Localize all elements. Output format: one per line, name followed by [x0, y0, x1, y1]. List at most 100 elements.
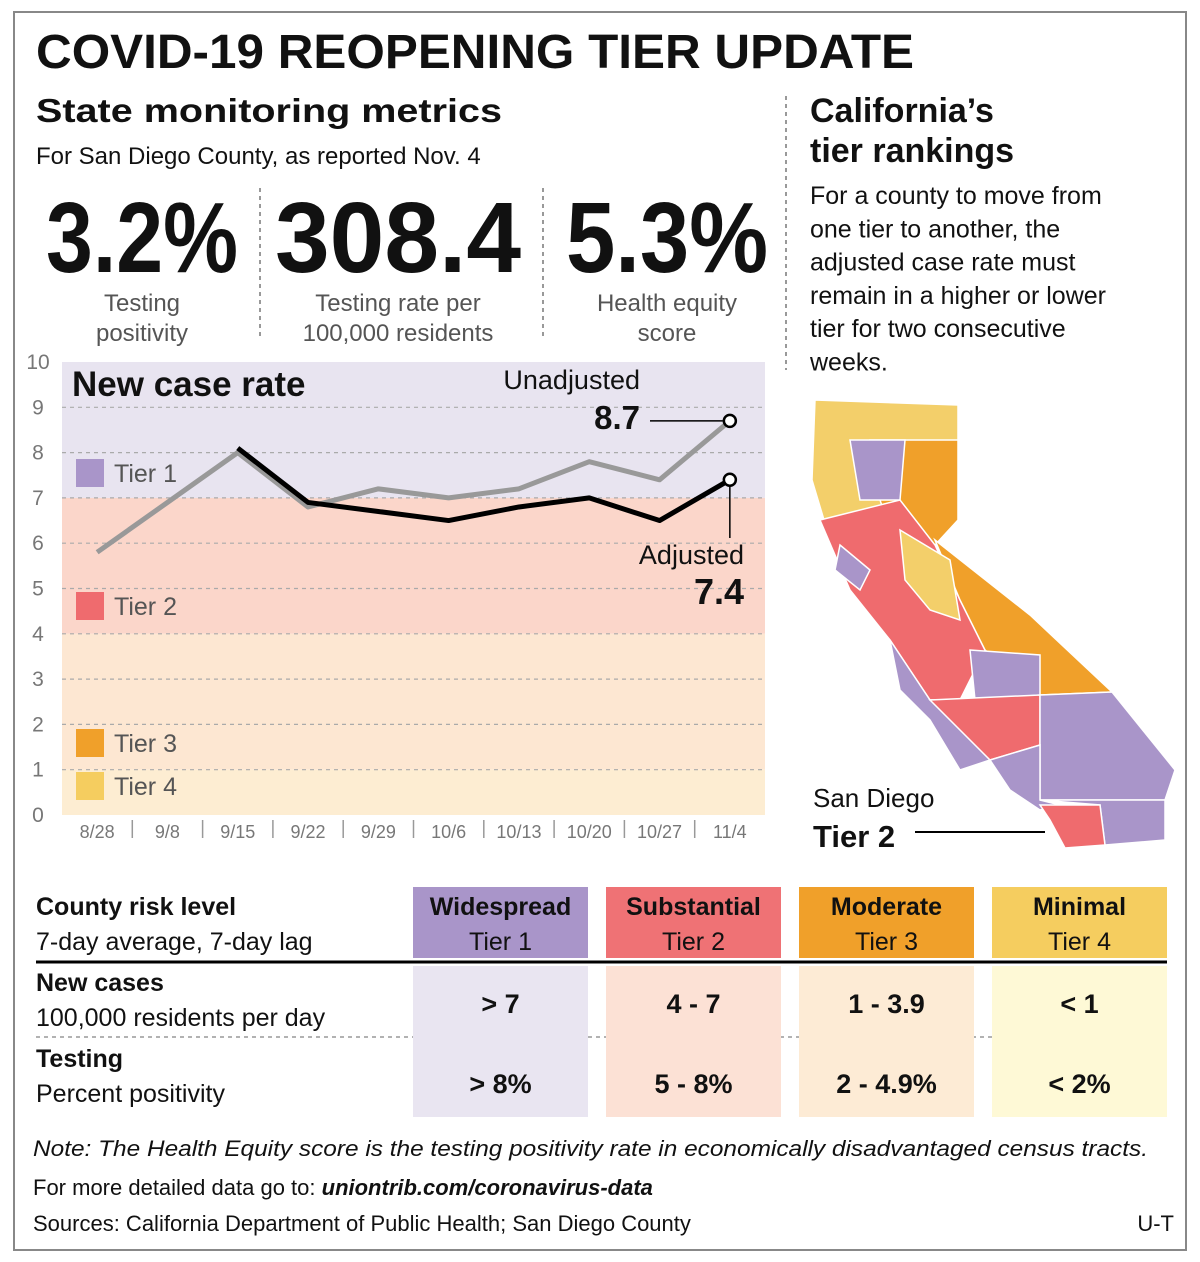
cell: 4 - 7 [666, 989, 720, 1019]
more-prefix: For more detailed data go to: [33, 1175, 316, 1200]
x-tick-label: 9/22 [291, 822, 326, 842]
x-tick-label: 9/15 [220, 822, 255, 842]
column-header [799, 887, 974, 958]
cell: > 8% [469, 1069, 531, 1099]
row-title: New cases [36, 969, 164, 997]
rankings-text: tier for two consecutive [810, 315, 1066, 343]
column-name: Substantial [626, 893, 761, 921]
callout-tier: Tier 2 [813, 819, 895, 854]
y-tick-label: 2 [32, 713, 44, 736]
cell: 2 - 4.9% [836, 1069, 937, 1099]
metric-label: Health equity [597, 290, 737, 317]
rankings-text: For a county to move from [810, 182, 1102, 210]
rankings-text: adjusted case rate must [810, 249, 1075, 277]
california-map [811, 399, 1176, 849]
metric-label: 100,000 residents [303, 320, 494, 347]
series-name: Adjusted [639, 540, 744, 570]
callout-county: San Diego [813, 783, 934, 813]
metric-label: positivity [96, 320, 188, 347]
rankings-text: weeks. [809, 349, 888, 377]
column-body [799, 966, 974, 1117]
rankings-title: tier rankings [810, 132, 1014, 170]
column-header [992, 887, 1167, 958]
column-header [413, 887, 588, 958]
credit: U-T [1137, 1211, 1174, 1236]
y-tick-label: 8 [32, 442, 44, 465]
rankings-text: remain in a higher or lower [810, 282, 1106, 310]
column-name: Minimal [1033, 893, 1126, 921]
legend-label: Tier 4 [114, 773, 177, 801]
x-tick-label: 9/8 [155, 822, 180, 842]
x-tick-label: 9/29 [361, 822, 396, 842]
row-subtitle: Percent positivity [36, 1080, 225, 1108]
legend-swatch [76, 459, 104, 487]
y-tick-label: 9 [32, 396, 44, 419]
metrics-subtitle: For San Diego County, as reported Nov. 4 [36, 143, 481, 170]
table-header: 7-day average, 7-day lag [36, 928, 313, 956]
metric-value: 3.2% [46, 182, 238, 294]
sources: Sources: California Department of Public… [33, 1211, 691, 1236]
metric-label: score [638, 320, 697, 347]
note: Note: The Health Equity score is the tes… [33, 1136, 1148, 1161]
y-tick-label: 0 [32, 804, 44, 827]
legend-swatch [76, 729, 104, 757]
value-label: 7.4 [694, 571, 744, 612]
column-header [606, 887, 781, 958]
title: COVID-19 REOPENING TIER UPDATE [36, 26, 914, 79]
column-body [413, 966, 588, 1117]
column-tier: Tier 1 [469, 928, 532, 956]
metrics-title: State monitoring metrics [36, 92, 502, 129]
y-tick-label: 10 [26, 351, 49, 374]
metric-value: 308.4 [275, 182, 521, 294]
series-line [236, 446, 732, 524]
cell: > 7 [481, 989, 519, 1019]
tier-band [62, 633, 765, 770]
legend-swatch [76, 592, 104, 620]
more-data: For more detailed data go to: uniontrib.… [33, 1175, 653, 1200]
x-tick-label: 10/6 [431, 822, 466, 842]
series-name: Unadjusted [503, 365, 640, 395]
y-tick-label: 1 [32, 759, 44, 782]
rankings-text: one tier to another, the [810, 215, 1060, 243]
table-header: County risk level [36, 893, 236, 921]
column-name: Moderate [831, 893, 942, 921]
x-tick-label: 10/27 [637, 822, 682, 842]
value-label: 8.7 [594, 399, 640, 436]
x-tick-label: 10/13 [496, 822, 541, 842]
tier-band [62, 497, 765, 634]
cell: 5 - 8% [654, 1069, 732, 1099]
metric-label: Testing [104, 290, 180, 317]
rankings-title: California’s [810, 92, 994, 130]
column-tier: Tier 4 [1048, 928, 1111, 956]
legend-swatch [76, 772, 104, 800]
y-tick-label: 7 [32, 487, 44, 510]
series-line [95, 418, 732, 555]
metric-label: Testing rate per [315, 290, 480, 317]
y-tick-label: 3 [32, 668, 44, 691]
y-tick-label: 5 [32, 578, 44, 601]
y-tick-label: 6 [32, 532, 44, 555]
legend-label: Tier 3 [114, 730, 177, 758]
x-tick-label: 8/28 [80, 822, 115, 842]
cell: < 1 [1060, 989, 1098, 1019]
chart-title: New case rate [72, 365, 305, 404]
cell: 1 - 3.9 [848, 989, 925, 1019]
column-body [606, 966, 781, 1117]
more-link: uniontrib.com/coronavirus-data [322, 1175, 653, 1200]
x-tick-label: 11/4 [713, 822, 747, 842]
cell: < 2% [1048, 1069, 1110, 1099]
metric-value: 5.3% [566, 182, 768, 294]
row-title: Testing [36, 1045, 123, 1073]
column-body [992, 966, 1167, 1117]
row-subtitle: 100,000 residents per day [36, 1004, 326, 1032]
column-name: Widespread [430, 893, 571, 921]
y-tick-label: 4 [32, 623, 44, 646]
x-tick-label: 10/20 [567, 822, 612, 842]
legend-label: Tier 2 [114, 593, 177, 621]
legend-label: Tier 1 [114, 460, 177, 488]
tier-band [62, 769, 765, 815]
column-tier: Tier 2 [662, 928, 725, 956]
column-tier: Tier 3 [855, 928, 918, 956]
end-point [722, 413, 738, 429]
